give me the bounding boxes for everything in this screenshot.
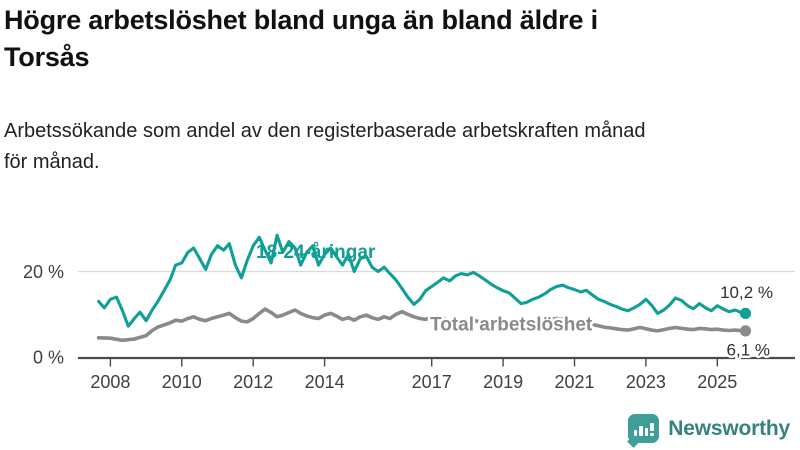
series-line-youth <box>97 233 748 328</box>
newsworthy-logo: Newsworthy <box>628 414 790 443</box>
y-tick-label: 0 % <box>33 348 64 368</box>
brand-name: Newsworthy <box>668 416 790 440</box>
title-line-2: Torsås <box>4 42 90 72</box>
x-tick-label: 2025 <box>697 372 737 392</box>
subtitle-line-2: för månad. <box>4 151 100 173</box>
series-end-dot-youth <box>739 307 752 319</box>
subtitle-line-1: Arbetssökande som andel av den registerb… <box>4 120 646 142</box>
series-end-dot-total <box>739 325 752 337</box>
x-tick-label: 2010 <box>162 372 202 392</box>
x-tick-label: 2008 <box>90 372 130 392</box>
x-tick-label: 2012 <box>233 372 273 392</box>
x-tick-label: 2023 <box>626 372 666 392</box>
x-tick-label: 2019 <box>483 372 523 392</box>
line-chart: 20 % 0 % 2008 2010 2012 2014 2017 2019 2021 2023 2… <box>23 233 795 392</box>
x-tick-label: 2014 <box>305 372 345 392</box>
chart-subtitle: Arbetssökande som andel av den registerb… <box>4 116 796 178</box>
x-tick-label: 2017 <box>412 372 452 392</box>
exclamation-glyph <box>650 423 654 436</box>
series-label-youth: 18-24-åringar <box>256 242 376 263</box>
bar-chart-glyph <box>628 414 659 443</box>
title-line-1: Högre arbetslöshet bland unga än bland ä… <box>4 5 598 35</box>
series-end-value-total: 6,1 % <box>727 341 770 360</box>
series-end-value-youth: 10,2 % <box>720 283 773 302</box>
x-tick-label: 2021 <box>554 372 594 392</box>
page-title: Högre arbetslöshet bland unga än bland ä… <box>4 2 796 76</box>
y-tick-label: 20 % <box>23 262 64 282</box>
series-label-total: Total arbetslöshet <box>430 315 593 336</box>
newsworthy-bar-chart-speech-bubble-icon <box>628 414 660 443</box>
series-line-total <box>96 307 748 343</box>
